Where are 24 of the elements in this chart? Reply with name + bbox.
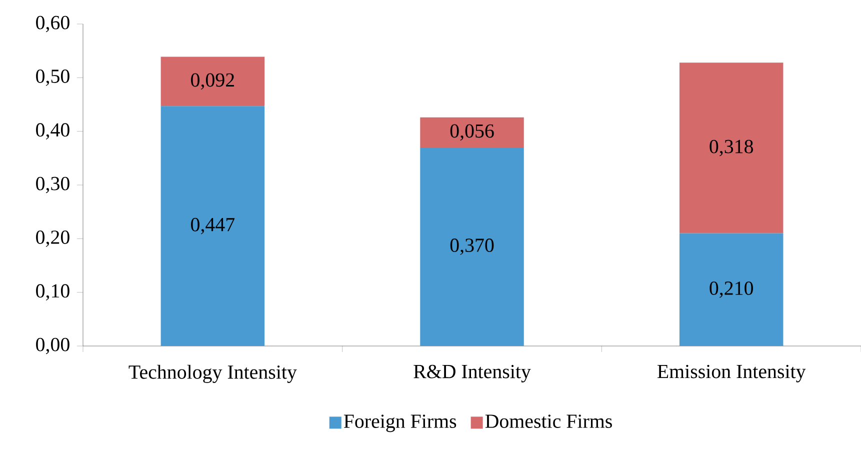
x-tick-label: Technology Intensity xyxy=(128,364,297,383)
data-label: 0,092 xyxy=(191,73,234,90)
bar xyxy=(160,56,265,106)
data-label: 0,447 xyxy=(191,218,235,234)
bar xyxy=(160,106,265,346)
legend-label: Foreign Firms xyxy=(344,414,456,432)
y-tick-label: 0,00 xyxy=(36,338,70,354)
x-tick-label: Emission Intensity xyxy=(657,364,806,382)
data-label: 0,210 xyxy=(710,281,753,298)
data-label: 0,318 xyxy=(710,140,753,156)
y-tick-label: 0,60 xyxy=(36,16,70,32)
y-tick-label: 0,50 xyxy=(36,70,70,86)
y-tick-label: 0,20 xyxy=(36,230,70,247)
bar xyxy=(420,147,524,346)
data-label: 0,370 xyxy=(450,238,494,255)
y-tick-label: 0,30 xyxy=(36,176,70,194)
x-tick-label: R&D Intensity xyxy=(414,364,531,382)
legend-label: Domestic Firms xyxy=(485,414,612,428)
y-tick-label: 0,40 xyxy=(36,123,70,140)
bar xyxy=(679,233,784,346)
bar xyxy=(420,117,524,148)
y-tick-label: 0,10 xyxy=(36,284,70,300)
bar xyxy=(679,62,784,234)
data-label: 0,056 xyxy=(450,124,494,141)
